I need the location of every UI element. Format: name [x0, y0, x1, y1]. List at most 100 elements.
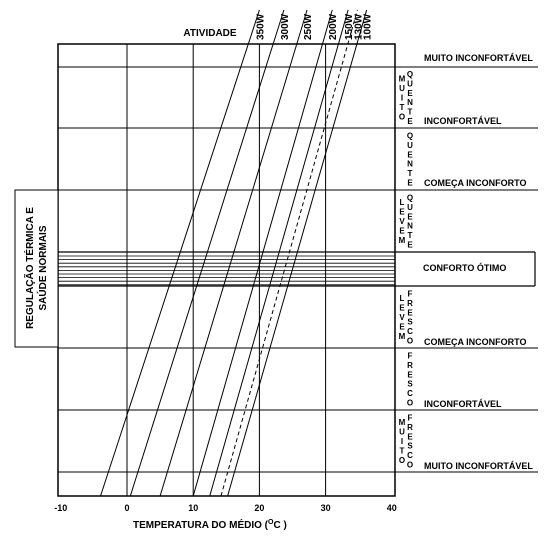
comfort-band-stripes	[58, 255, 395, 286]
activity-label-250W: 250W	[303, 13, 314, 40]
x-tick-label-0: -10	[54, 503, 67, 513]
band-3-side-char-3: S	[407, 318, 413, 327]
activity-line-250W	[159, 9, 308, 497]
band-1-side-char-5: E	[407, 179, 413, 188]
band-5-top-char-2: I	[401, 437, 403, 446]
band-3-side-char-4: C	[407, 327, 413, 336]
activity-lines	[100, 9, 368, 497]
x-axis-label-sup: O	[268, 519, 274, 526]
band-4-side-char-4: C	[407, 389, 413, 398]
comfort-label-6: MUITO INCONFORTÁVEL	[424, 461, 533, 471]
band-3-top-char-0: L	[400, 294, 405, 303]
band-0-side-char-0: Q	[407, 70, 413, 79]
band-5-side-char-0: F	[408, 414, 413, 423]
sensation-band-labels: MUITOQUENTEQUENTELEVEMQUENTELEVEMFRESCOF…	[399, 70, 414, 470]
activity-label-350W: 350W	[255, 13, 266, 40]
x-tick-label-4: 30	[321, 503, 331, 513]
band-0-top-char-2: I	[401, 94, 403, 103]
activity-line-150W	[209, 9, 349, 497]
band-4-side-char-2: E	[407, 370, 413, 379]
comfort-label-5: INCONFORTÁVEL	[424, 399, 502, 409]
band-3-top-char-3: E	[399, 322, 405, 331]
comfort-label-1: INCONFORTÁVEL	[424, 116, 502, 126]
x-axis-label: TEMPERATURA DO MÉDIO (OC )	[133, 518, 287, 531]
band-3-side-char-5: O	[407, 337, 413, 346]
band-2-top-char-1: E	[399, 208, 405, 217]
band-0-top-char-3: T	[400, 103, 405, 112]
band-5-top-char-4: O	[399, 456, 405, 465]
band-0-top-char-0: M	[399, 75, 406, 84]
band-0-side-char-1: U	[407, 79, 413, 88]
band-0-side-char-2: E	[407, 89, 413, 98]
comfort-scale-labels: MUITO INCONFORTÁVEL INCONFORTÁVEL COMEÇA I…	[423, 53, 533, 471]
activity-label-300W: 300W	[280, 13, 291, 40]
comfort-label-4: COMEÇA INCONFORTO	[424, 337, 527, 347]
band-2-side-char-4: T	[408, 231, 413, 240]
activity-line-100W	[227, 9, 368, 497]
activity-line-130W	[220, 9, 358, 497]
band-1-side-char-0: Q	[407, 132, 413, 141]
comfort-label-0: MUITO INCONFORTÁVEL	[424, 53, 533, 63]
activity-label-100W: 100W	[363, 13, 374, 40]
comfort-label-2: COMEÇA INCONFORTO	[424, 178, 527, 188]
band-2-top-char-4: M	[399, 236, 406, 245]
band-5-side-char-3: S	[407, 442, 413, 451]
band-2-top-char-0: L	[400, 198, 405, 207]
band-3-side-char-1: R	[407, 299, 413, 308]
x-tick-label-2: 10	[188, 503, 198, 513]
band-5-side-char-4: C	[407, 451, 413, 460]
band-1-side-char-4: T	[408, 169, 413, 178]
activity-line-200W	[192, 9, 333, 497]
band-0-top-char-1: U	[399, 84, 405, 93]
band-5-top-char-0: M	[399, 418, 406, 427]
band-3-top-char-4: M	[399, 332, 406, 341]
zone-divider-lines	[58, 66, 538, 473]
x-tick-label-1: 0	[124, 503, 129, 513]
band-2-side-char-0: Q	[407, 194, 413, 203]
band-1-side-char-2: E	[407, 150, 413, 159]
activity-label-150W: 150W	[344, 13, 355, 40]
left-regulation-label-1: REGULAÇÃO TÉRMICA E	[23, 207, 36, 329]
band-3-side-char-2: E	[407, 308, 413, 317]
band-0-side-char-5: E	[407, 117, 413, 126]
comfort-label-3: CONFORTO ÓTIMO	[423, 262, 506, 273]
band-2-top-char-3: E	[399, 226, 405, 235]
x-axis-label-main: TEMPERATURA DO MÉDIO (	[133, 518, 269, 531]
band-3-side-char-0: F	[408, 290, 413, 299]
band-4-side-char-5: O	[407, 399, 413, 408]
band-0-side-char-4: T	[408, 108, 413, 117]
x-axis-label-end: C )	[273, 520, 286, 531]
band-2-side-char-1: U	[407, 203, 413, 212]
band-0-top-char-4: O	[399, 112, 405, 121]
band-4-side-char-0: F	[408, 352, 413, 361]
left-regulation-box	[14, 189, 59, 348]
activity-line-350W	[100, 9, 260, 497]
band-5-side-char-5: O	[407, 461, 413, 470]
band-1-side-char-3: N	[407, 160, 413, 169]
activity-label-130W: 130W	[353, 13, 364, 40]
vertical-grid	[126, 44, 327, 496]
band-1-side-char-1: U	[407, 141, 413, 150]
band-2-top-char-2: V	[399, 217, 405, 226]
x-tick-label-3: 20	[254, 503, 264, 513]
activity-line-300W	[129, 9, 285, 497]
activity-label-200W: 200W	[328, 13, 339, 40]
band-4-side-char-3: S	[407, 380, 413, 389]
band-5-side-char-2: E	[407, 432, 413, 441]
band-3-top-char-1: E	[399, 304, 405, 313]
band-2-side-char-5: E	[407, 241, 413, 250]
band-5-top-char-1: U	[399, 428, 405, 437]
band-2-side-char-3: N	[407, 222, 413, 231]
band-0-side-char-3: N	[407, 98, 413, 107]
left-regulation-label-2: SAÚDE NORMAIS	[36, 225, 49, 310]
x-tick-label-5: 40	[387, 503, 397, 513]
top-title: ATIVIDADE	[183, 28, 236, 39]
x-tick-labels: -10 0 10 20 30 40	[54, 503, 397, 513]
band-3-top-char-2: V	[399, 313, 405, 322]
band-2-side-char-2: E	[407, 212, 413, 221]
band-5-side-char-1: R	[407, 423, 413, 432]
band-4-side-char-1: R	[407, 361, 413, 370]
band-5-top-char-3: T	[400, 446, 405, 455]
